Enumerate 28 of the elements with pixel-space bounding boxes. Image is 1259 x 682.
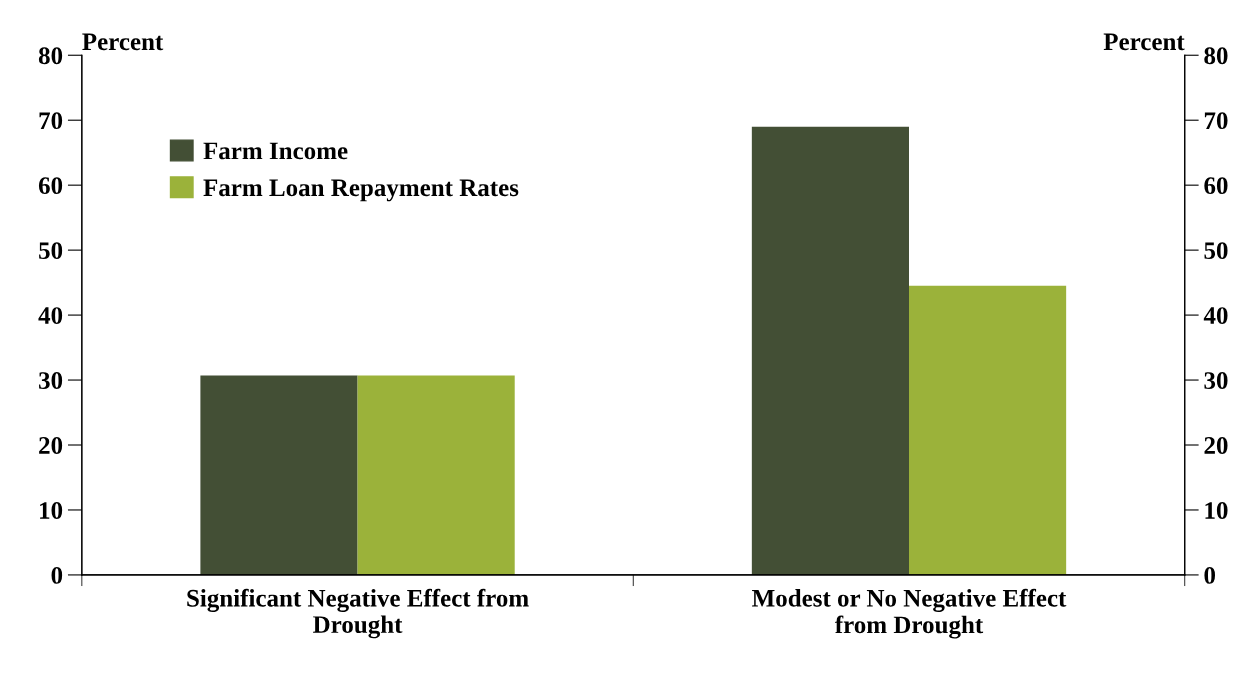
bar	[357, 375, 515, 575]
y2-tick-label: 20	[1204, 437, 1228, 454]
legend-label: Farm Loan Repayment Rates	[203, 179, 519, 202]
y-tick-label: 10	[40, 502, 63, 519]
x-tick-label: Significant Negative Effect from Drought	[187, 588, 529, 639]
y2-tick-label: 40	[1203, 307, 1228, 324]
y2-tick-label: 30	[1204, 372, 1228, 389]
y2-tick-label: 0	[1204, 566, 1216, 584]
legend-label: Farm Income	[203, 142, 348, 160]
y2-tick-label: 10	[1205, 502, 1228, 519]
y-tick-label: 40	[38, 307, 63, 324]
bar	[751, 126, 909, 575]
bar	[909, 285, 1067, 575]
y-tick-label: 60	[38, 177, 63, 195]
bar	[200, 375, 358, 575]
y2-tick-label: 70	[1204, 112, 1228, 130]
y-tick-label: 0	[51, 566, 63, 584]
y-tick-label: 70	[39, 112, 63, 130]
y2-tick-label: 80	[1204, 47, 1228, 65]
y-tick-label: 30	[39, 372, 63, 389]
y2-tick-label: 50	[1204, 242, 1228, 260]
y-axis-title: Percent	[82, 33, 164, 51]
y2-axis-title: Percent	[1103, 33, 1185, 51]
y-tick-label: 80	[38, 47, 63, 65]
x-tick-label: Modest or No Negative Effect from Drought	[752, 588, 1067, 639]
y2-tick-label: 60	[1204, 177, 1228, 195]
y-tick-label: 20	[39, 437, 63, 454]
y-tick-label: 50	[39, 242, 63, 260]
